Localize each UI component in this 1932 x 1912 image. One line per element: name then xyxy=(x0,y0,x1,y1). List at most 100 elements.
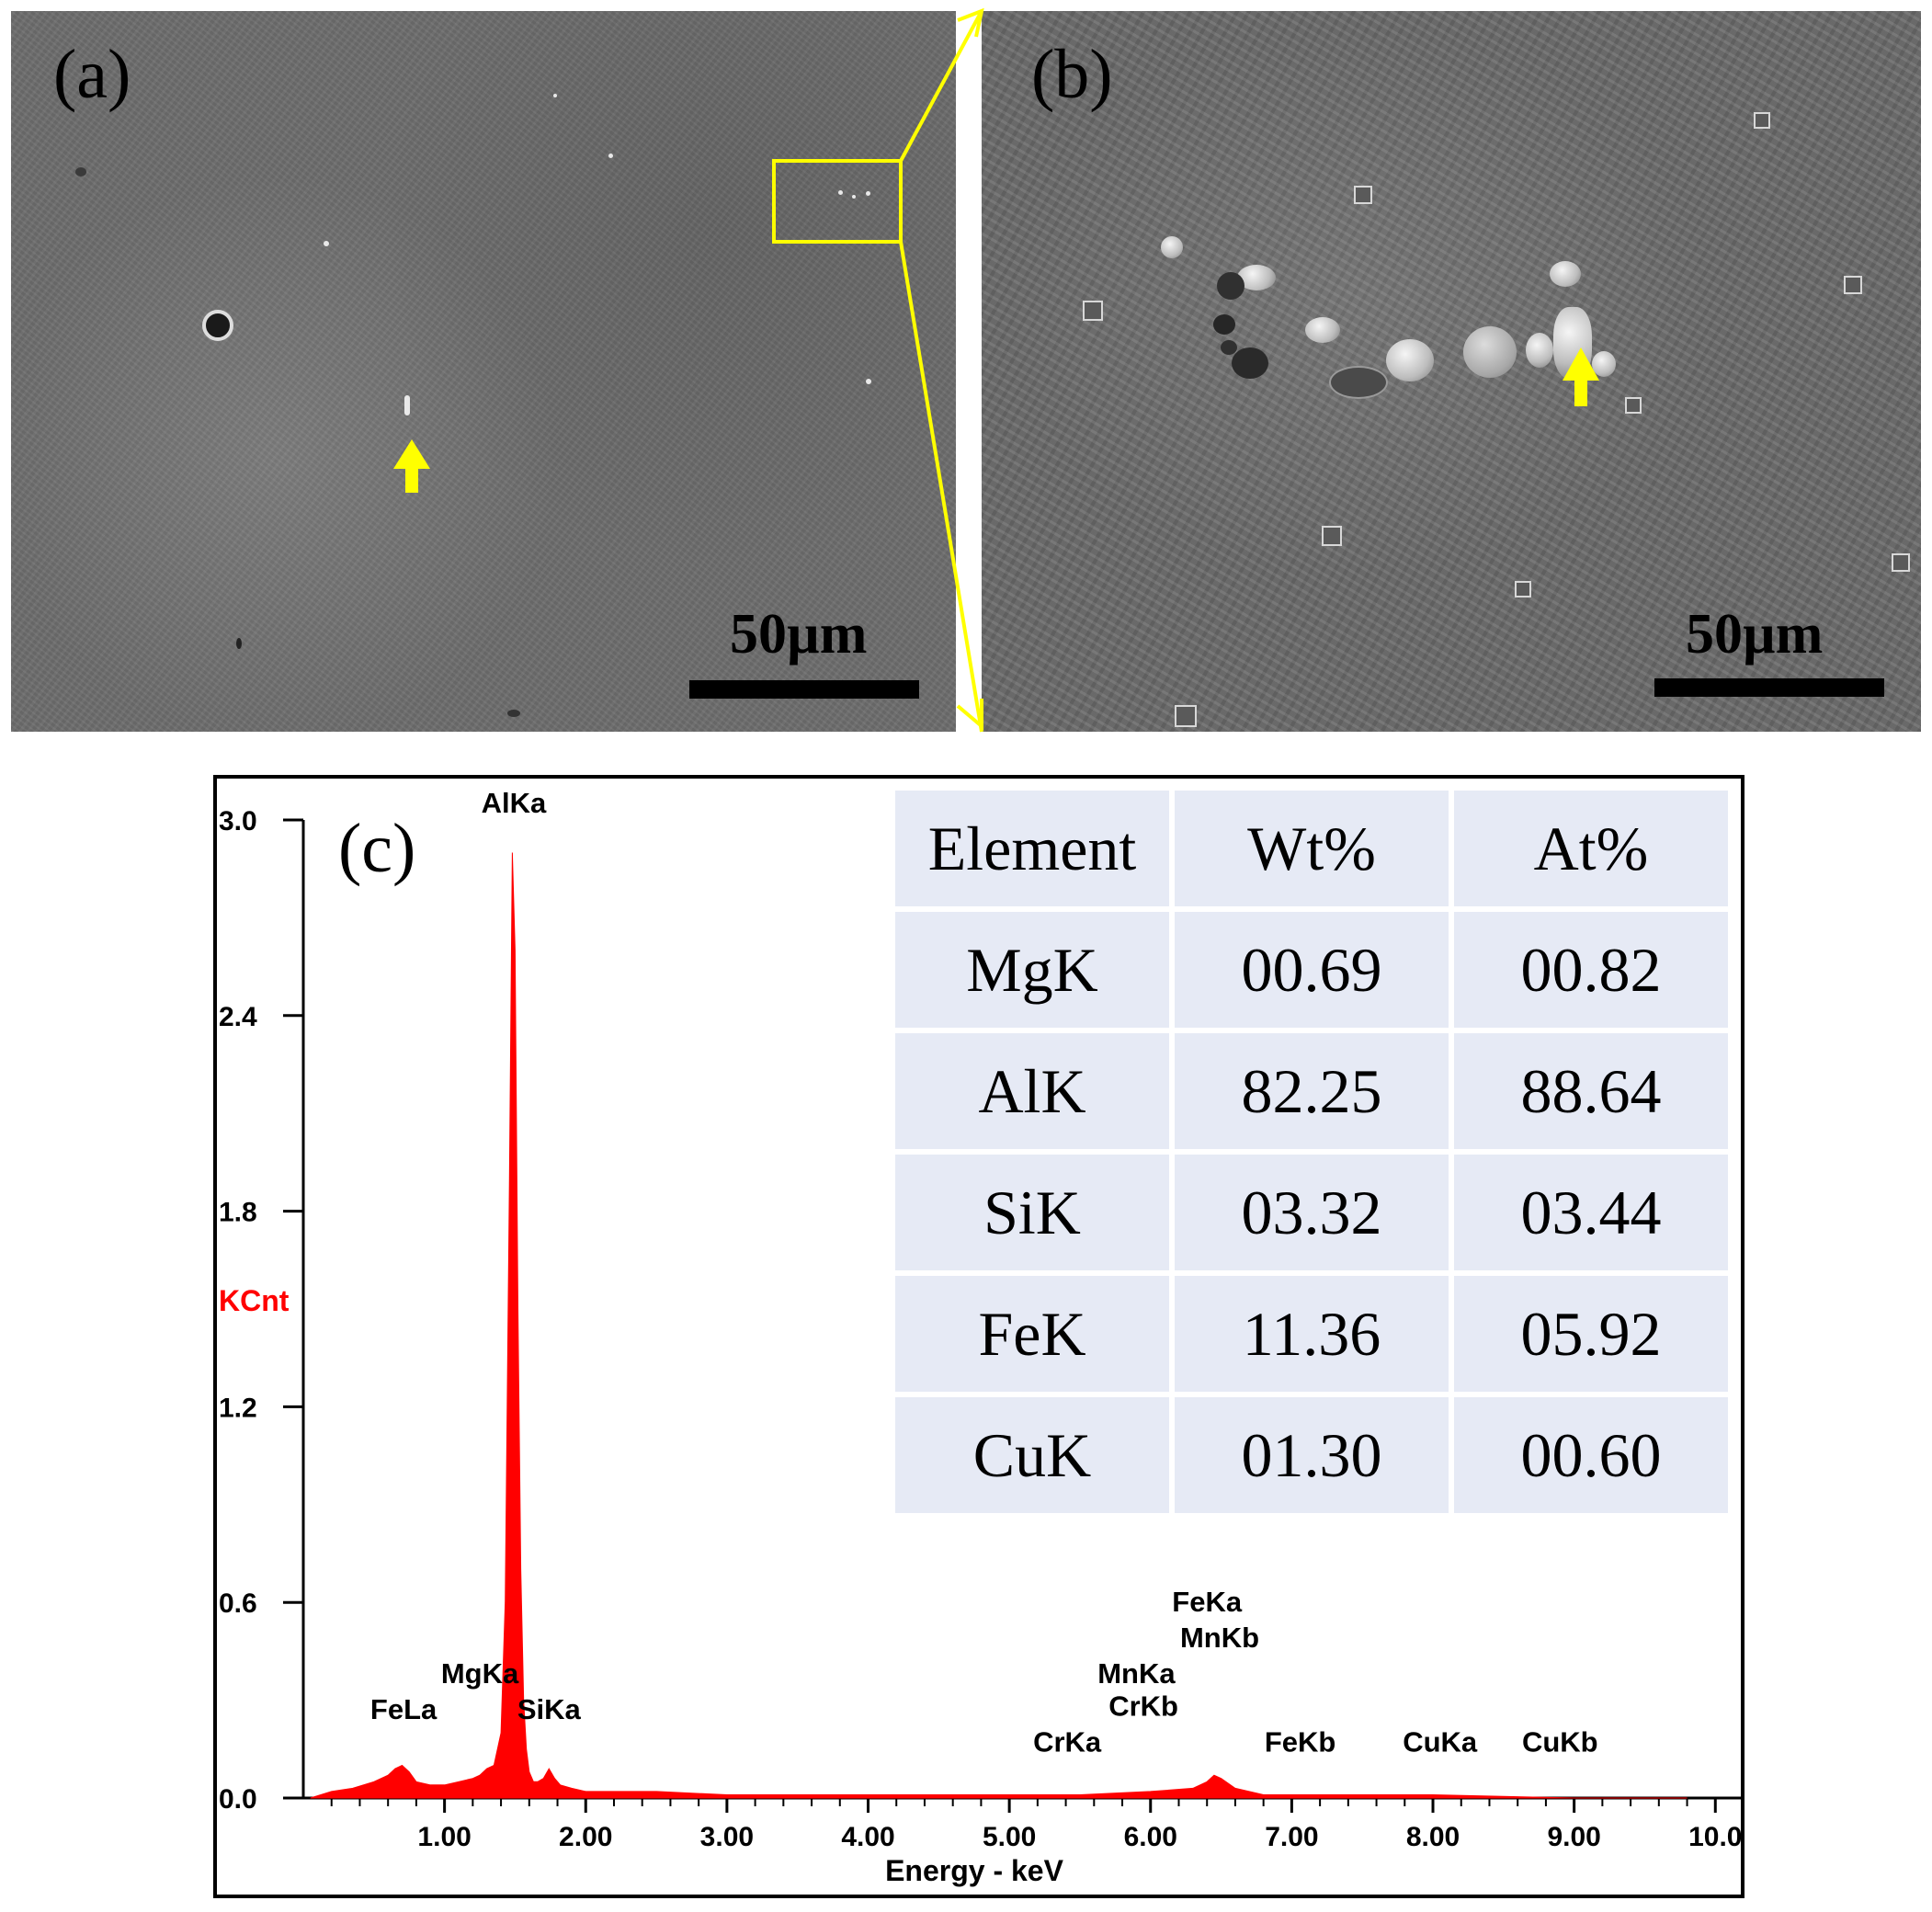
table-cell: FeK xyxy=(895,1276,1169,1392)
peak-label: SiKa xyxy=(517,1693,582,1725)
y-tick-label: 3.0 xyxy=(219,806,257,836)
peak-label: FeKb xyxy=(1265,1725,1336,1758)
particle xyxy=(866,379,871,384)
sem-image-a xyxy=(11,11,956,732)
panel-label-c: (c) xyxy=(338,810,416,887)
particle xyxy=(1526,333,1553,368)
peak-label: CrKa xyxy=(1033,1725,1102,1758)
table-cell: 03.32 xyxy=(1175,1155,1449,1270)
pore xyxy=(1221,340,1237,355)
particle xyxy=(608,154,613,158)
zoom-connector-top xyxy=(899,10,983,162)
table-cell: SiK xyxy=(895,1155,1169,1270)
panel-label-a: (a) xyxy=(53,36,131,113)
table-row: SiK 03.32 03.44 xyxy=(895,1155,1728,1270)
y-tick-label: 1.8 xyxy=(219,1198,257,1228)
etch-pit xyxy=(1892,553,1910,572)
zoom-region-box xyxy=(772,159,903,244)
y-axis-label: KCnt xyxy=(219,1284,290,1317)
particle xyxy=(404,395,410,415)
table-row: FeK 11.36 05.92 xyxy=(895,1276,1728,1392)
pore xyxy=(75,167,86,176)
x-tick-label: 5.00 xyxy=(983,1822,1036,1852)
particle xyxy=(324,241,329,246)
table-cell: 03.44 xyxy=(1454,1155,1728,1270)
x-tick-label: 9.00 xyxy=(1547,1822,1600,1852)
pore xyxy=(202,310,233,341)
table-cell: 88.64 xyxy=(1454,1033,1728,1149)
particle xyxy=(1550,261,1581,287)
particle xyxy=(1592,351,1616,377)
table-cell: 01.30 xyxy=(1175,1397,1449,1513)
pore xyxy=(1217,272,1244,300)
x-tick-label: 4.00 xyxy=(841,1822,894,1852)
scale-bar-label-a: 50µm xyxy=(730,603,868,666)
spectrum-series xyxy=(310,852,1688,1799)
particle xyxy=(1463,326,1517,378)
eds-composition-table: Element Wt% At% MgK 00.69 00.82 AlK 82.25 88.64… xyxy=(890,785,1733,1519)
scale-bar-label-b: 50µm xyxy=(1686,603,1824,666)
pore xyxy=(1213,314,1235,335)
peak-label: FeLa xyxy=(370,1693,438,1725)
particle xyxy=(1386,339,1434,381)
x-tick-label: 6.00 xyxy=(1124,1822,1177,1852)
scale-bar-a xyxy=(689,680,919,699)
scale-bar-b xyxy=(1654,678,1884,697)
etch-pit xyxy=(1322,526,1342,546)
table-header-cell: Wt% xyxy=(1175,791,1449,906)
peak-label: FeKa xyxy=(1172,1586,1243,1618)
particle xyxy=(838,190,843,195)
table-header-row: Element Wt% At% xyxy=(895,791,1728,906)
y-tick-label: 0.6 xyxy=(219,1588,257,1619)
table-cell: CuK xyxy=(895,1397,1169,1513)
pore xyxy=(1232,347,1268,379)
y-tick-label: 0.0 xyxy=(219,1784,257,1815)
etch-pit xyxy=(1844,276,1862,294)
x-tick-label: 7.00 xyxy=(1265,1822,1318,1852)
y-tick-labels: 0.0 0.6 1.2 1.8 2.4 3.0 xyxy=(219,806,257,1815)
peak-label: AlKa xyxy=(482,787,547,819)
x-tick-label: 2.00 xyxy=(559,1822,612,1852)
arrow-marker-a xyxy=(393,439,430,493)
table-cell: 00.60 xyxy=(1454,1397,1728,1513)
etch-pit xyxy=(1083,301,1103,321)
x-tick-labels: 1.00 2.00 3.00 4.00 5.00 6.00 7.00 8.00 9.00 10.0 xyxy=(417,1822,1742,1852)
etch-pit xyxy=(1515,581,1531,598)
particle xyxy=(852,195,856,199)
etch-pit xyxy=(1754,112,1770,129)
connector-arrowhead-bottom xyxy=(956,699,983,731)
table-cell: 00.82 xyxy=(1454,912,1728,1028)
particle xyxy=(553,94,557,97)
table-row: MgK 00.69 00.82 xyxy=(895,912,1728,1028)
table-cell: 00.69 xyxy=(1175,912,1449,1028)
x-tick-label: 8.00 xyxy=(1406,1822,1460,1852)
table-header-cell: Element xyxy=(895,791,1169,906)
particle xyxy=(1305,317,1340,343)
sem-image-b xyxy=(982,11,1921,732)
peak-label: CuKa xyxy=(1403,1725,1478,1758)
peak-label: MnKa xyxy=(1097,1657,1176,1690)
pore xyxy=(236,638,242,649)
x-tick-label: 1.00 xyxy=(417,1822,471,1852)
particle xyxy=(1161,236,1183,258)
y-tick-label: 2.4 xyxy=(219,1002,257,1032)
connector-arrowhead-top xyxy=(957,7,984,38)
table-body: MgK 00.69 00.82 AlK 82.25 88.64 SiK 03.32 03.44 F… xyxy=(895,912,1728,1513)
etch-pit xyxy=(1625,397,1642,414)
x-tick-label: 3.00 xyxy=(700,1822,754,1852)
table-cell: AlK xyxy=(895,1033,1169,1149)
peak-label: CrKb xyxy=(1108,1690,1178,1722)
panel-label-b: (b) xyxy=(1031,36,1113,113)
arrow-marker-b xyxy=(1563,347,1599,406)
peak-label: MnKb xyxy=(1180,1622,1259,1654)
table-cell: MgK xyxy=(895,912,1169,1028)
y-tick-label: 1.2 xyxy=(219,1393,257,1423)
pore xyxy=(1329,366,1388,399)
peak-label: MgKa xyxy=(441,1657,519,1690)
peak-label: CuKb xyxy=(1522,1725,1598,1758)
pore xyxy=(507,710,520,717)
table-cell: 82.25 xyxy=(1175,1033,1449,1149)
zoom-connector-bottom xyxy=(899,241,983,733)
